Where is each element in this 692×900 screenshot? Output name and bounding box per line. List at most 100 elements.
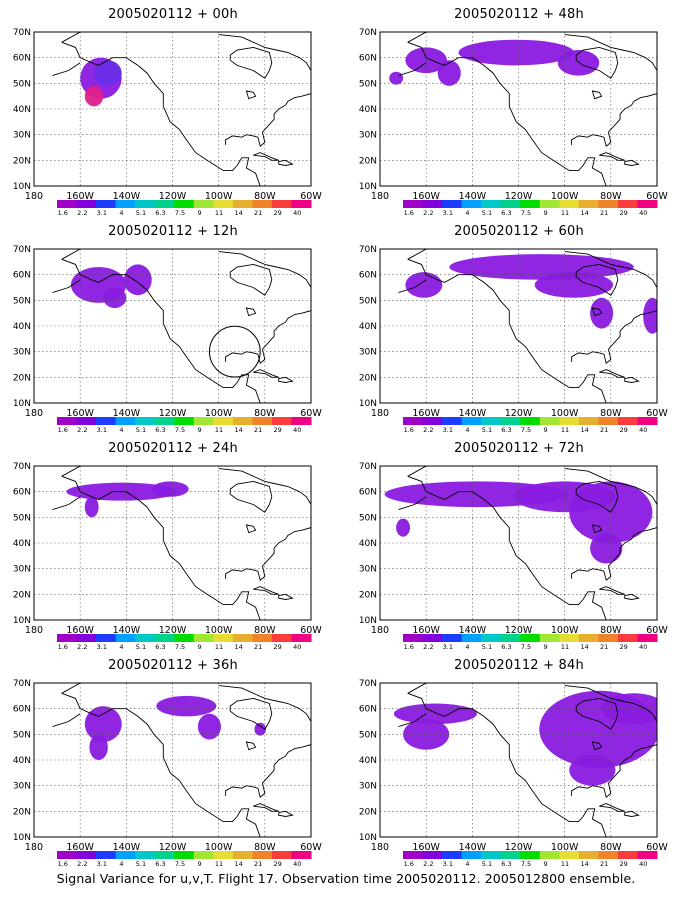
panel-title: 2005020112 + 48h — [454, 7, 584, 22]
variance-shading — [103, 287, 127, 309]
colorbar-label: 3.1 — [97, 643, 107, 651]
colorbar-swatch — [559, 417, 580, 425]
colorbar-swatch — [422, 851, 443, 859]
colorbar-label: 4 — [119, 209, 123, 217]
colorbar-swatch — [76, 200, 97, 208]
map-content — [34, 249, 311, 403]
colorbar-label: 40 — [639, 209, 647, 217]
lon-label: 120W — [159, 625, 187, 636]
variance-shading — [403, 718, 450, 750]
colorbar-swatch — [520, 417, 541, 425]
colorbar-label: 29 — [274, 643, 282, 651]
variance-shading — [534, 272, 614, 298]
colorbar-label: 7.5 — [175, 643, 185, 651]
map-frame — [379, 248, 658, 404]
colorbar-swatch — [174, 851, 195, 859]
lon-label: 80W — [254, 408, 276, 419]
coastline — [571, 310, 657, 364]
colorbar-label: 11 — [215, 209, 223, 217]
lat-label: 10N — [13, 399, 31, 409]
colorbar-label: 5.1 — [482, 643, 492, 651]
colorbar-label: 40 — [293, 209, 301, 217]
coastline — [218, 685, 311, 722]
lon-label: 100W — [551, 408, 579, 419]
colorbar-label: 1.6 — [404, 860, 414, 868]
colorbar-swatch — [559, 200, 580, 208]
coastline — [407, 41, 607, 186]
coastline — [571, 527, 657, 581]
colorbar-swatch — [617, 417, 638, 425]
colorbar-label: 2.2 — [423, 426, 433, 434]
coastline — [599, 369, 625, 378]
colorbar-label: 14 — [234, 209, 242, 217]
colorbar-swatch — [96, 634, 117, 642]
colorbar-swatch — [442, 851, 463, 859]
colorbar-swatch — [76, 417, 97, 425]
colorbar-label: 40 — [639, 860, 647, 868]
colorbar-swatch — [213, 200, 234, 208]
coastline — [591, 524, 603, 534]
lon-label: 60W — [300, 408, 322, 419]
colorbar-swatch — [174, 634, 195, 642]
lat-label: 20N — [13, 807, 31, 817]
colorbar-label: 1.6 — [58, 860, 68, 868]
colorbar-label: 3.1 — [443, 860, 453, 868]
colorbar-swatch — [57, 634, 78, 642]
lat-label: 60N — [13, 54, 31, 64]
lat-label: 30N — [13, 131, 31, 141]
lat-label: 30N — [13, 782, 31, 792]
colorbar-swatch — [154, 417, 175, 425]
lon-label: 60W — [646, 408, 668, 419]
colorbar-swatch — [232, 200, 253, 208]
colorbar-swatch — [598, 417, 619, 425]
colorbar-label: 29 — [274, 426, 282, 434]
lon-label: 100W — [205, 625, 233, 636]
colorbar-swatch — [520, 200, 541, 208]
coastline — [218, 468, 311, 505]
coastline — [253, 152, 279, 161]
colorbar-swatch — [76, 634, 97, 642]
colorbar-swatch — [232, 417, 253, 425]
lat-label: 50N — [13, 730, 31, 740]
map-content — [380, 32, 657, 186]
colorbar-label: 14 — [580, 643, 588, 651]
colorbar-swatch — [539, 417, 560, 425]
coastline — [225, 744, 311, 798]
coastline — [591, 90, 603, 100]
colorbar-label: 3.1 — [443, 209, 453, 217]
lon-label: 120W — [505, 842, 533, 853]
colorbar-swatch — [559, 634, 580, 642]
colorbar-label: 21 — [254, 426, 262, 434]
colorbar-label: 4 — [465, 860, 469, 868]
panel-title: 2005020112 + 00h — [108, 7, 238, 22]
lat-label: 70N — [359, 245, 377, 255]
variance-shading — [94, 60, 122, 86]
colorbar-swatch — [252, 200, 273, 208]
lat-label: 60N — [13, 705, 31, 715]
coastline — [624, 159, 640, 166]
map-frame — [33, 248, 312, 404]
colorbar-label: 5.1 — [136, 426, 146, 434]
colorbar-swatch — [617, 634, 638, 642]
colorbar-label: 5.1 — [482, 860, 492, 868]
colorbar-label: 7.5 — [175, 426, 185, 434]
colorbar-label: 5.1 — [482, 209, 492, 217]
coastline — [278, 810, 294, 817]
lat-label: 50N — [13, 296, 31, 306]
coastline — [61, 41, 261, 186]
lat-label: 60N — [359, 705, 377, 715]
colorbar-swatch — [403, 200, 424, 208]
panel-title: 2005020112 + 84h — [454, 658, 584, 673]
colorbar-label: 14 — [234, 860, 242, 868]
coastline — [624, 376, 640, 383]
variance-shading — [643, 297, 657, 334]
colorbar-swatch — [115, 634, 136, 642]
coastline — [575, 480, 619, 513]
map-frame — [33, 465, 312, 621]
colorbar-label: 4 — [465, 426, 469, 434]
colorbar-swatch — [598, 200, 619, 208]
colorbar-label: 14 — [234, 426, 242, 434]
colorbar-label: 6.3 — [155, 643, 165, 651]
